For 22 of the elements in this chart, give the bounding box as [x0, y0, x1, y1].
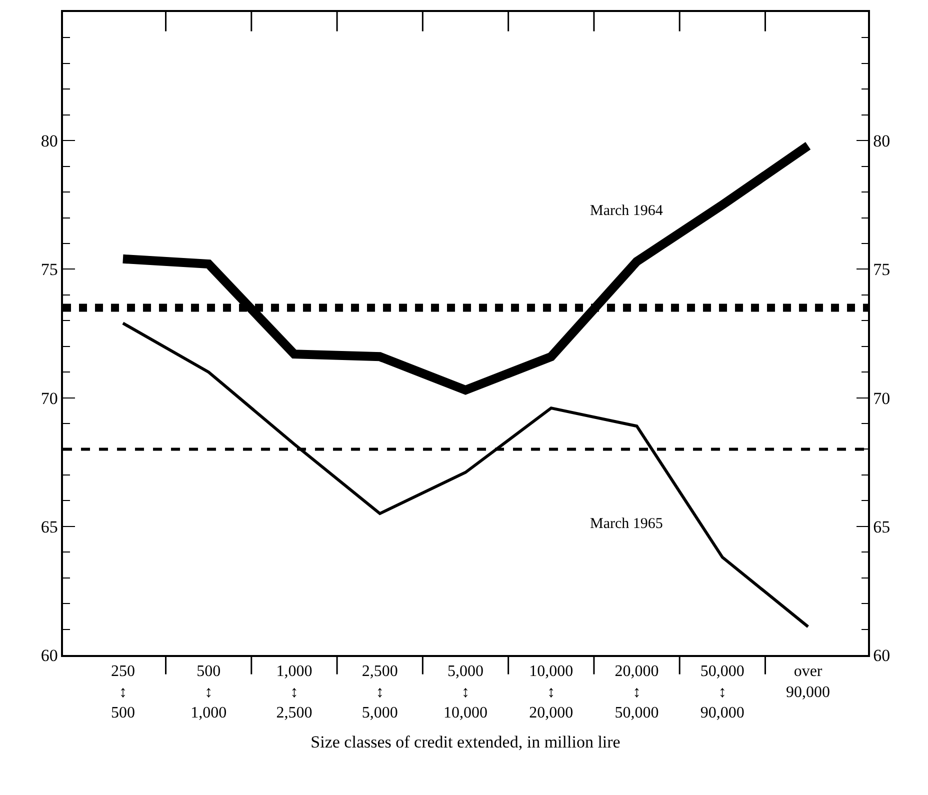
x-tick-label: 10,000 ↕ 20,000	[529, 662, 574, 722]
y-tick-label: 75	[40, 260, 58, 280]
y2-tick-label: 75	[873, 260, 890, 280]
x-tick-label: 1,000 ↕ 2,500	[276, 662, 312, 722]
x-tick-label: 50,000 ↕ 90,000	[700, 662, 744, 722]
x-tick-label: 500 ↕ 1,000	[190, 662, 227, 722]
x-tick-label: 2,500 ↕ 5,000	[362, 662, 398, 722]
y2-tick-label: 65	[873, 517, 890, 536]
y2-tick-label: 70	[873, 388, 890, 408]
y2-tick-label: 60	[873, 646, 890, 665]
series-label: March 1964	[590, 203, 664, 219]
x-tick-label: 250 ↕ 500	[110, 662, 135, 722]
x-tick-label: over 90,000	[786, 662, 830, 701]
y-tick-label: 60	[40, 646, 58, 665]
y2-tick-label: 80	[873, 132, 890, 151]
y-tick-label: 70	[40, 388, 58, 408]
series-label: March 1965	[590, 516, 663, 532]
x-axis-title: Size classes of credit extended, in million lire	[310, 732, 620, 752]
y-tick-label: 80	[40, 132, 58, 151]
x-tick-label: 5,000 ↕ 10,000	[444, 662, 488, 722]
y-tick-label: 65	[40, 517, 58, 536]
x-tick-label: 20,000 ↕ 50,000	[614, 662, 659, 722]
